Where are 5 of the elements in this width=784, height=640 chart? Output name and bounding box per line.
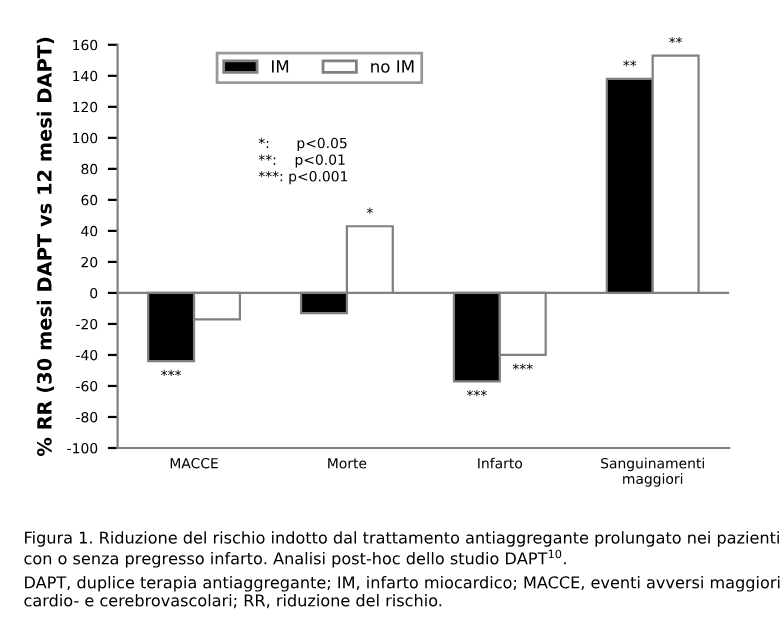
text: DAPT, duplice terapia antiaggregante; IM, infarto miocardico; MACCE, eventi avversi maggiori cardio- e cerebrovascolari; RR, riduzione del rischio. [24, 576, 780, 609]
y-axis-title: % RR (30 mesi DAPT vs 12 mesi DAPT) [36, 37, 55, 457]
legend-label: IM [272, 60, 289, 73]
legend-label: no IM [371, 60, 414, 73]
text: Figura 1. Riduzione del rischio indotto dal trattamento antiaggregante prolungato nei pazienti con o senza pregresso infarto. Analisi post-hoc dello studio DAPT$^{10}$. [24, 531, 779, 568]
